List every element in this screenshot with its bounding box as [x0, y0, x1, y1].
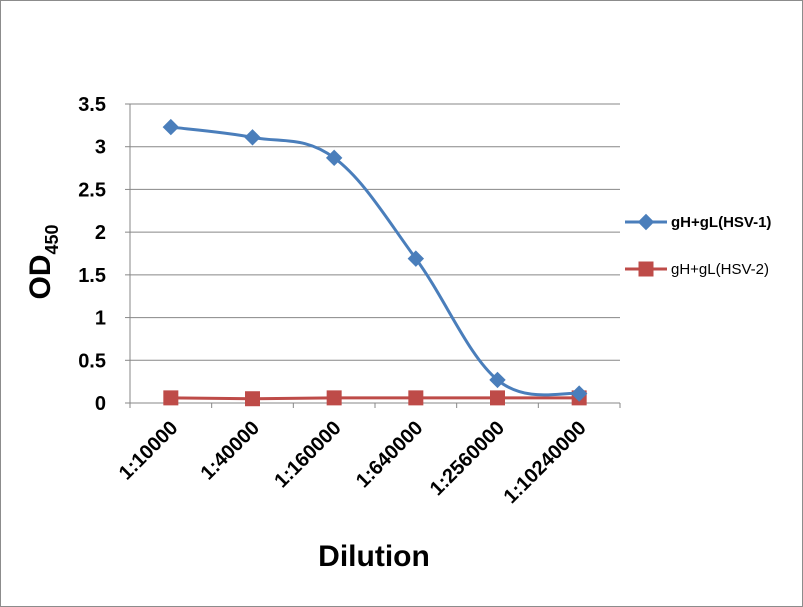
legend-label: gH+gL(HSV-2) [671, 261, 769, 278]
axes [129, 104, 621, 408]
data-point-square [490, 390, 505, 406]
data-point-diamond [489, 371, 506, 389]
x-tick-labels: 1:10000 1:40000 1:160000 1:6400001:25600001… [115, 417, 591, 508]
data-point-diamond [570, 385, 588, 402]
y-tick-labels: 0 0.5 1 1.5 2 2.5 3 3.5 [78, 94, 106, 415]
x-tick-label: 1:160000 [270, 417, 345, 492]
y-tick-label: 3.5 [78, 94, 106, 116]
y-tick-label: 1.5 [78, 265, 106, 287]
legend-label: gH+gL(HSV-1) [671, 214, 771, 231]
legend: gH+gL(HSV-1) gH+gL(HSV-2) [625, 213, 771, 278]
y-tick-label: 0.5 [78, 350, 106, 372]
data-point-diamond [325, 149, 343, 167]
y-tick-label: 0 [95, 393, 106, 415]
x-axis-label: Dilution [318, 540, 430, 573]
data-point-diamond [244, 129, 261, 146]
x-tick-label: 1:640000 [352, 417, 427, 492]
data-point-square [408, 390, 424, 406]
x-tick-label: 1:10000 [115, 417, 182, 484]
data-point-square [163, 390, 179, 406]
series-line [170, 396, 580, 401]
y-tick-label: 1 [95, 308, 106, 330]
y-axis-label: OD450 [24, 224, 62, 299]
data-point-square [245, 391, 260, 407]
series-layer [162, 118, 588, 407]
y-tick-label: 3 [95, 137, 106, 159]
x-tick-label: 1:10240000 [500, 417, 591, 508]
x-tick-label: 1:2560000 [426, 417, 509, 500]
legend-marker [637, 213, 655, 231]
x-tick-label: 1:40000 [197, 417, 264, 484]
legend-marker [638, 261, 654, 277]
data-point-diamond [407, 250, 425, 267]
y-tick-label: 2.5 [78, 179, 106, 201]
y-tick-label: 2 [95, 222, 106, 244]
data-point-square [326, 390, 342, 406]
gridlines [125, 103, 620, 404]
series-1 [162, 118, 588, 402]
data-point-diamond [162, 118, 180, 136]
series-line [170, 125, 580, 397]
